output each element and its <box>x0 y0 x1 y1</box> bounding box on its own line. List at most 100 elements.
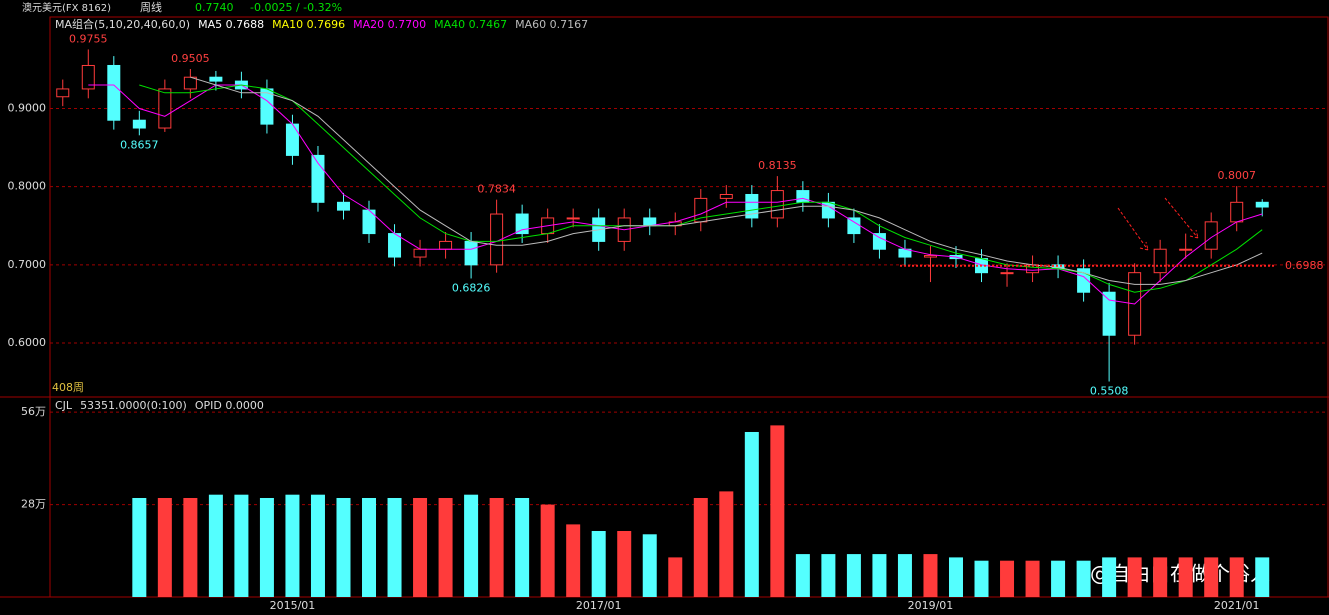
volume-bar <box>515 497 530 597</box>
candle-body <box>923 254 937 258</box>
volume-legend: 53351.0000(0:100) <box>80 399 187 412</box>
extreme-label: 0.5508 <box>1090 385 1129 398</box>
extreme-label: 0.9755 <box>69 32 108 45</box>
volume-bar <box>1127 557 1142 597</box>
candle-body <box>439 240 453 250</box>
x-tick-label: 2019/01 <box>908 599 954 612</box>
volume-bar <box>157 497 172 597</box>
volume-bar <box>821 554 836 597</box>
volume-bar <box>923 554 938 597</box>
ma-line <box>88 84 1263 305</box>
legend-item: MA20 0.7700 <box>353 18 426 31</box>
candle-body <box>1255 201 1269 208</box>
y-tick-label: 0.7000 <box>8 258 47 271</box>
volume-bar <box>948 557 963 597</box>
candle-body <box>132 119 146 129</box>
extreme-label: 0.8135 <box>758 159 797 172</box>
candle-body <box>336 201 350 211</box>
x-tick-label: 2015/01 <box>270 599 316 612</box>
volume-bar <box>617 530 632 597</box>
volume-bar <box>795 554 810 597</box>
change: -0.0025 / -0.32% <box>250 1 342 14</box>
extreme-label: 0.6826 <box>452 281 491 294</box>
x-tick-label: 2017/01 <box>576 599 622 612</box>
candle-body <box>847 217 861 235</box>
volume-bar <box>132 497 147 597</box>
candle-body <box>1179 248 1193 251</box>
volume-bar <box>872 554 887 597</box>
extreme-label: 0.9505 <box>171 52 210 65</box>
volume-bar <box>464 494 479 597</box>
candle-body <box>1204 221 1218 250</box>
candle-body <box>490 213 504 266</box>
volume-bar <box>285 494 300 597</box>
candle-body <box>158 88 172 129</box>
volume-bar <box>974 560 989 597</box>
candle-body <box>770 190 784 219</box>
volume-bar <box>591 530 606 597</box>
candle-body <box>285 123 299 156</box>
ma-line <box>190 76 1263 285</box>
volume-bar <box>413 497 428 597</box>
volume-bar <box>719 491 734 597</box>
volume-bar <box>566 524 581 597</box>
volume-bar <box>1204 557 1219 597</box>
support-label: 0.6988 <box>1285 259 1324 272</box>
x-tick-label: 2021/01 <box>1214 599 1260 612</box>
volume-bar <box>1102 557 1117 597</box>
candle-body <box>872 233 886 250</box>
candle-body <box>515 213 529 235</box>
candle-body <box>643 217 657 227</box>
volume-bar <box>234 494 249 597</box>
y-tick-label: 0.8000 <box>8 180 47 193</box>
volume-bar <box>336 497 351 597</box>
y-tick-label: 28万 <box>21 498 46 511</box>
volume-bar <box>387 497 402 597</box>
volume-legend: OPID 0.0000 <box>195 399 264 412</box>
volume-bar <box>668 557 683 597</box>
candle-body <box>183 76 197 90</box>
volume-bar <box>1229 557 1244 597</box>
ma-line <box>139 84 1263 293</box>
candle-body <box>1000 272 1014 275</box>
candle-body <box>56 88 70 98</box>
volume-bar <box>540 504 555 597</box>
extreme-label: 0.8007 <box>1217 169 1256 182</box>
volume-bar <box>1051 560 1066 597</box>
bar-count: 408周 <box>52 381 84 394</box>
legend-item: MA5 0.7688 <box>198 18 264 31</box>
volume-bar <box>897 554 912 597</box>
legend-title: MA组合(5,10,20,40,60,0) <box>55 17 190 31</box>
volume-bar <box>489 497 504 597</box>
legend-item: MA10 0.7696 <box>272 18 345 31</box>
candle-body <box>1077 268 1091 293</box>
candle-body <box>413 248 427 258</box>
candle-body <box>81 64 95 90</box>
period[interactable]: 周线 <box>140 0 162 14</box>
volume-bar <box>259 497 274 597</box>
volume-bar <box>693 497 708 597</box>
volume-bar <box>183 497 198 597</box>
volume-bar <box>310 494 325 597</box>
volume-bar <box>208 494 223 597</box>
candle-body <box>1230 201 1244 223</box>
volume-bar <box>438 497 453 597</box>
candle-body <box>464 240 478 266</box>
extreme-label: 0.8657 <box>120 138 159 151</box>
candle-body <box>796 190 810 203</box>
volume-bar <box>744 431 759 597</box>
volume-legend: CJL <box>55 399 73 412</box>
volume-bar <box>846 554 861 597</box>
volume-bar <box>1076 560 1091 597</box>
price: 0.7740 <box>195 1 234 14</box>
volume-bar <box>642 534 657 597</box>
candle-body <box>745 193 759 219</box>
legend-item: MA60 0.7167 <box>515 18 588 31</box>
candle-body <box>1102 291 1116 336</box>
candle-body <box>566 217 580 220</box>
volume-bar <box>1025 560 1040 597</box>
candle-body <box>1153 248 1167 274</box>
y-tick-label: 56万 <box>21 405 46 418</box>
candle-body <box>388 233 402 258</box>
y-tick-label: 0.9000 <box>8 101 47 114</box>
